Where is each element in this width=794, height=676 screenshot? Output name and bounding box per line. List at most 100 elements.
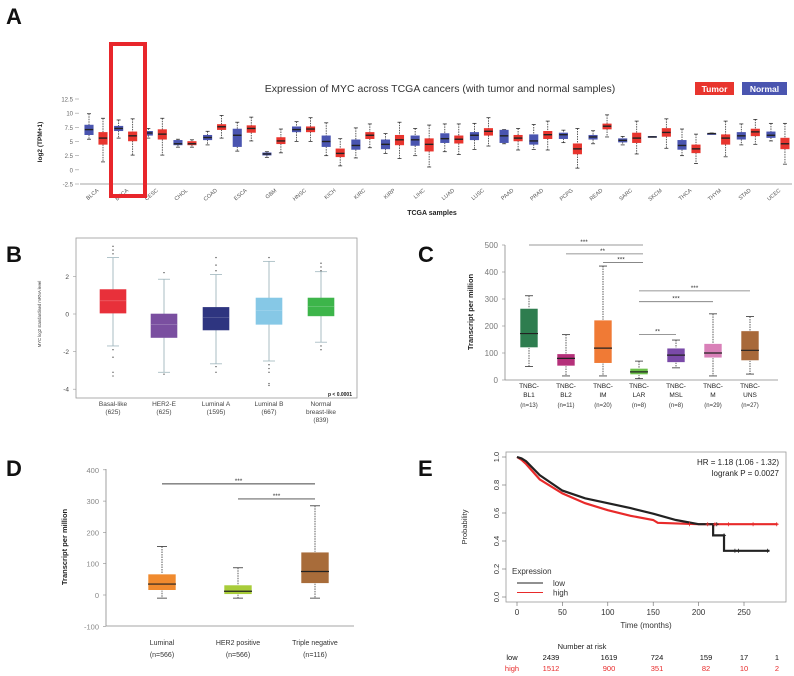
x-tick-label: 200	[692, 608, 706, 617]
y-tick-label: 300	[86, 497, 99, 506]
x-tick-label: breast-like	[306, 409, 336, 416]
box-plot	[98, 117, 108, 163]
box-iqr	[593, 319, 613, 364]
box-plot	[666, 339, 686, 369]
box-plot	[255, 260, 283, 362]
logrank-p-text: logrank P = 0.0027	[712, 469, 780, 478]
legend-label-low: low	[553, 579, 565, 588]
x-tick-label: HER2 positive	[216, 640, 260, 647]
y-tick-label: 0.6	[492, 508, 501, 518]
panel-e-chart: 0.0 0.2 0.4 0.6 0.8 1.0 0 50 100 150 200 250 Time (m…	[460, 451, 787, 673]
outlier-point	[112, 253, 114, 255]
box-iqr	[150, 313, 178, 338]
censor-mark	[765, 548, 770, 553]
y-tick-label: 2	[65, 274, 69, 281]
box-plot	[187, 139, 197, 148]
box-plot	[618, 135, 628, 146]
panel-letter: B	[6, 242, 22, 267]
box-plot	[469, 122, 480, 150]
box-iqr	[410, 135, 420, 146]
box-plot	[157, 117, 167, 156]
box-plot	[300, 505, 330, 599]
box-iqr	[703, 343, 723, 359]
x-tick-label: BL1	[523, 392, 535, 399]
censor-mark	[732, 548, 737, 553]
box-plot	[232, 121, 242, 152]
x-tick-label: PCPG	[559, 188, 575, 203]
highlight-box-brca	[109, 42, 147, 198]
outlier-point	[268, 382, 270, 385]
y-tick-label: 500	[485, 241, 499, 250]
box-plot	[593, 265, 613, 377]
x-tick-label: M	[710, 392, 715, 399]
risk-count: 1619	[601, 653, 618, 662]
panel-letter: C	[418, 242, 434, 267]
outlier-point	[320, 266, 322, 268]
p-value-annotation: p < 0.0001	[328, 392, 352, 398]
sample-count: (n=13)	[520, 403, 538, 409]
box-plot	[483, 117, 494, 147]
x-tick-label: GBM	[265, 188, 279, 201]
y-tick-label: 0.8	[492, 480, 501, 490]
box-plot	[223, 567, 253, 599]
risk-count: 1512	[543, 664, 560, 673]
significance-label: ***	[672, 296, 680, 303]
box-plot	[677, 128, 687, 157]
box-plot	[454, 123, 464, 155]
sample-count: (n=116)	[303, 652, 327, 659]
box-plot	[440, 123, 450, 153]
box-iqr	[351, 139, 361, 150]
x-tick-label: 0	[515, 608, 520, 617]
significance-label: **	[600, 248, 606, 255]
box-plot	[173, 138, 183, 148]
y-tick-label: 0	[494, 376, 499, 385]
y-axis-label: Transcript per million	[60, 508, 69, 585]
sample-count: (n=29)	[704, 403, 722, 409]
box-plot	[114, 119, 124, 139]
legend-label-tumor: Tumor	[702, 84, 729, 94]
outlier-point	[320, 270, 322, 272]
sample-count: (1595)	[207, 409, 226, 416]
y-tick-label: 400	[485, 268, 499, 277]
box-plot	[519, 295, 539, 367]
box-iqr	[307, 297, 335, 317]
outlier-point	[215, 264, 217, 266]
x-tick-label: COAD	[203, 188, 219, 203]
censor-mark	[722, 533, 727, 538]
x-tick-label: TNBC-	[666, 383, 686, 390]
x-tick-label: IM	[599, 392, 606, 399]
y-tick-label: 0.2	[492, 564, 501, 574]
x-tick-label: LAR	[633, 392, 646, 399]
y-tick-label: 0	[95, 591, 99, 600]
box-plot	[351, 127, 361, 159]
x-tick-label: HNSC	[292, 188, 308, 203]
risk-count: 900	[603, 664, 616, 673]
x-tick-label: 150	[647, 608, 661, 617]
y-axis-label: log2 (TPM+1)	[37, 122, 44, 163]
legend-label-high: high	[553, 589, 568, 598]
y-tick-label: 10	[66, 112, 73, 118]
outlier-point	[320, 349, 322, 351]
y-tick-label: -2	[63, 349, 69, 356]
y-tick-label: 7.5	[65, 126, 74, 132]
x-tick-label: TNBC-	[629, 383, 649, 390]
hazard-ratio-text: HR = 1.18 (1.06 - 1.32)	[697, 458, 779, 467]
y-tick-label: 1.0	[492, 452, 501, 462]
box-plot	[629, 360, 649, 380]
sample-count: (n=566)	[150, 652, 174, 659]
y-tick-label: 12.5	[61, 98, 73, 104]
risk-count: 82	[702, 664, 710, 673]
outlier-point	[163, 373, 165, 375]
box-plot	[335, 138, 345, 167]
significance-label: ***	[273, 493, 281, 500]
censor-mark	[712, 522, 717, 527]
box-plot	[529, 124, 539, 150]
y-tick-label: -100	[84, 622, 99, 631]
box-iqr	[556, 353, 576, 367]
box-plot	[424, 124, 434, 168]
outlier-point	[268, 384, 270, 387]
box-plot	[647, 135, 657, 138]
x-tick-label: Luminal	[150, 640, 175, 647]
sample-count: (n=8)	[632, 403, 646, 409]
